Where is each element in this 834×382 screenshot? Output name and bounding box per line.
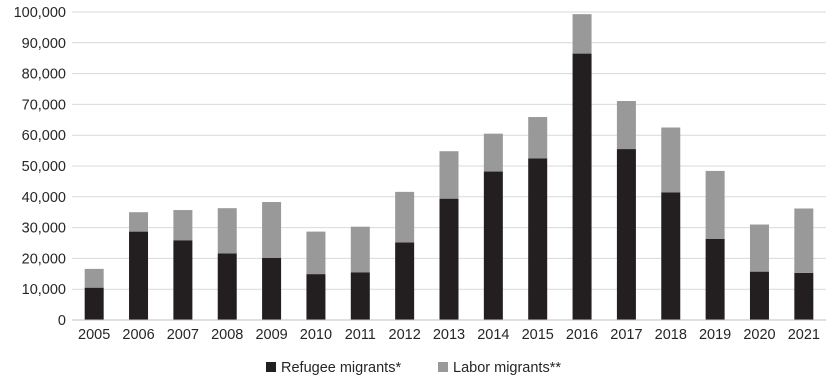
legend-swatch-labor — [438, 362, 448, 372]
x-tick-label: 2014 — [477, 327, 509, 343]
bar-refugee-2011 — [350, 272, 370, 320]
bar-labor-2015 — [528, 117, 548, 159]
bar-labor-2005 — [84, 268, 104, 288]
bar-refugee-2009 — [262, 257, 282, 320]
bar-refugee-2014 — [483, 171, 503, 320]
legend: Refugee migrants* Labor migrants** — [266, 360, 561, 376]
x-tick-label: 2020 — [743, 327, 775, 343]
bar-refugee-2013 — [439, 198, 459, 320]
y-tick-label: 100,000 — [14, 5, 66, 21]
y-tick-label: 0 — [58, 313, 66, 329]
y-tick-label: 70,000 — [22, 97, 66, 113]
x-tick-label: 2010 — [300, 327, 332, 343]
bar-refugee-2016 — [572, 53, 592, 321]
bar-labor-2014 — [483, 133, 503, 172]
x-tick-label: 2016 — [566, 327, 598, 343]
bar-refugee-2010 — [306, 274, 326, 320]
x-tick-label: 2007 — [167, 327, 199, 343]
bar-refugee-2017 — [616, 149, 636, 320]
x-tick-label: 2017 — [610, 327, 642, 343]
bar-labor-2008 — [217, 208, 237, 254]
y-tick-label: 80,000 — [22, 67, 66, 83]
bar-labor-2007 — [173, 210, 193, 241]
x-tick-label: 2011 — [345, 327, 376, 343]
bar-labor-2019 — [705, 170, 725, 239]
bar-labor-2021 — [794, 208, 814, 273]
y-tick-label: 30,000 — [22, 221, 66, 237]
legend-label-labor: Labor migrants** — [453, 360, 561, 376]
y-tick-label: 90,000 — [22, 36, 66, 52]
x-axis-tick-labels: 2005 2006 2007 2008 2009 2010 2011 2012 2013 2014… — [78, 327, 820, 343]
y-axis-tick-labels: 0 10,000 20,000 30,000 40,000 50,000 60,000 70,… — [14, 5, 66, 329]
x-tick-label: 2021 — [788, 327, 820, 343]
y-tick-label: 10,000 — [22, 282, 66, 298]
bar-labor-2018 — [661, 127, 681, 193]
bars — [84, 14, 814, 321]
x-tick-label: 2006 — [122, 327, 154, 343]
x-tick-label: 2015 — [522, 327, 554, 343]
bar-refugee-2006 — [129, 231, 149, 320]
y-tick-label: 40,000 — [22, 190, 66, 206]
bar-labor-2017 — [616, 101, 636, 150]
bar-refugee-2008 — [217, 253, 237, 320]
y-tick-label: 20,000 — [22, 251, 66, 267]
x-tick-label: 2005 — [78, 327, 110, 343]
bar-labor-2009 — [262, 202, 282, 258]
bar-refugee-2021 — [794, 272, 814, 320]
legend-label-refugee: Refugee migrants* — [281, 360, 401, 376]
bar-labor-2013 — [439, 151, 459, 199]
x-tick-label: 2012 — [389, 327, 421, 343]
bar-refugee-2020 — [749, 271, 769, 320]
x-tick-label: 2009 — [255, 327, 287, 343]
x-tick-label: 2008 — [211, 327, 243, 343]
y-tick-label: 60,000 — [22, 128, 66, 144]
legend-swatch-refugee — [266, 362, 276, 372]
bar-refugee-2005 — [84, 287, 104, 320]
bar-labor-2011 — [350, 226, 370, 273]
bar-refugee-2012 — [395, 242, 415, 320]
bar-refugee-2019 — [705, 238, 725, 320]
bar-labor-2010 — [306, 231, 326, 275]
bar-refugee-2018 — [661, 192, 681, 320]
bar-labor-2012 — [395, 191, 415, 243]
x-tick-label: 2013 — [433, 327, 465, 343]
bar-labor-2006 — [129, 212, 149, 232]
y-tick-label: 50,000 — [22, 159, 66, 175]
x-tick-label: 2018 — [655, 327, 687, 343]
bar-refugee-2015 — [528, 158, 548, 320]
bar-labor-2020 — [749, 224, 769, 272]
x-tick-label: 2019 — [699, 327, 731, 343]
bar-labor-2016 — [572, 14, 592, 54]
bar-refugee-2007 — [173, 240, 193, 320]
